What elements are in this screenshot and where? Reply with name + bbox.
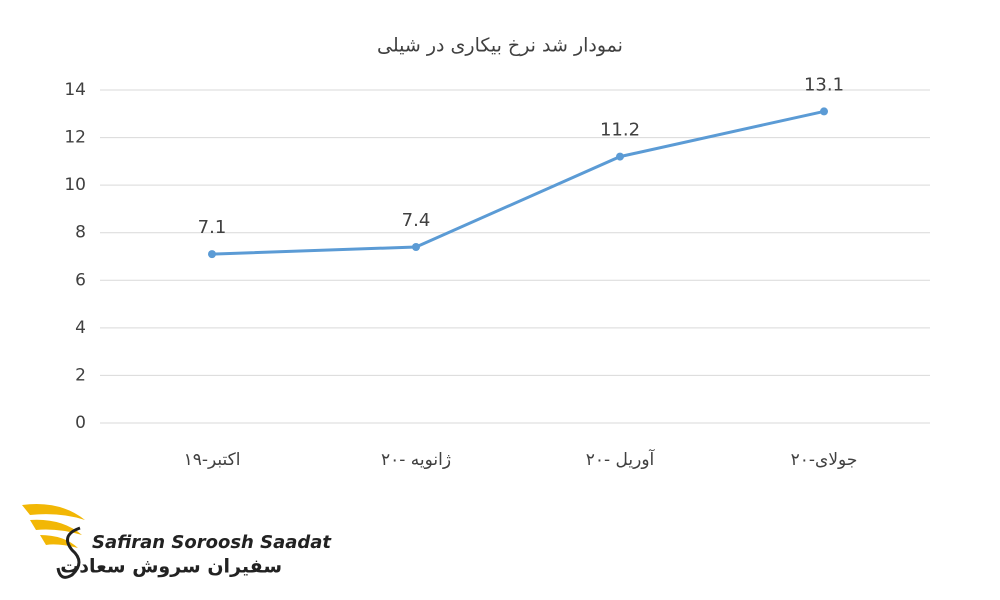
logo-s	[56, 526, 81, 579]
logo-text-en: Safiran Soroosh Saadat	[92, 532, 332, 553]
x-tick-label: ژانویه -۲۰	[381, 450, 451, 470]
x-tick-label: جولای-۲۰	[791, 450, 858, 470]
y-tick-label: 2	[75, 365, 86, 385]
data-label: 11.2	[600, 120, 640, 141]
y-tick-label: 4	[75, 318, 86, 338]
x-tick-label: آوریل -۲۰	[586, 448, 656, 470]
logo-text-fa: سفیران سروش سعادت	[60, 556, 282, 578]
y-tick-label: 12	[64, 128, 86, 148]
chart-title: نمودار شد نرخ بیکاری در شیلی	[377, 35, 623, 57]
x-tick-label: اکتبر-۱۹	[184, 450, 241, 470]
y-tick-label: 6	[75, 270, 86, 290]
logo-wing	[22, 504, 85, 520]
y-tick-label: 10	[64, 175, 86, 195]
data-point	[616, 152, 624, 161]
y-tick-label: 14	[64, 80, 86, 100]
data-point	[820, 107, 828, 116]
logo: Safiran Soroosh Saadat سفیران سروش سعادت	[22, 504, 332, 579]
data-point	[412, 242, 420, 251]
logo-wing	[30, 519, 82, 535]
series-line	[211, 109, 825, 256]
data-label: 7.1	[198, 217, 227, 238]
data-label: 13.1	[804, 74, 844, 95]
data-point	[208, 250, 216, 259]
y-tick-label: 0	[75, 413, 86, 433]
y-tick-label: 8	[75, 223, 86, 243]
data-label: 7.4	[402, 210, 431, 231]
